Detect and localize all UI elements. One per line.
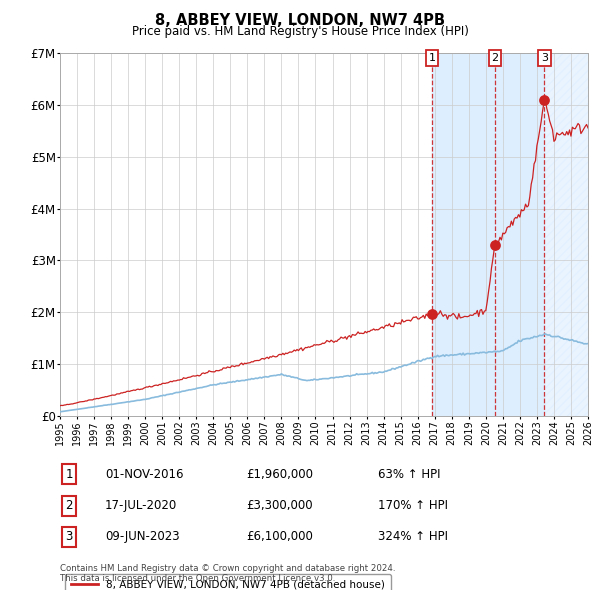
- Text: 1: 1: [65, 468, 73, 481]
- Text: 2: 2: [491, 53, 499, 63]
- Text: 8, ABBEY VIEW, LONDON, NW7 4PB: 8, ABBEY VIEW, LONDON, NW7 4PB: [155, 13, 445, 28]
- Point: [427, 310, 437, 319]
- Text: 1: 1: [428, 53, 436, 63]
- Legend: 8, ABBEY VIEW, LONDON, NW7 4PB (detached house), HPI: Average price, detached ho: 8, ABBEY VIEW, LONDON, NW7 4PB (detached…: [65, 573, 391, 590]
- Bar: [432, 53, 544, 416]
- Point: [539, 95, 549, 104]
- Text: 170% ↑ HPI: 170% ↑ HPI: [378, 499, 448, 512]
- Text: Contains HM Land Registry data © Crown copyright and database right 2024.
This d: Contains HM Land Registry data © Crown c…: [60, 563, 395, 583]
- Text: £3,300,000: £3,300,000: [246, 499, 313, 512]
- Text: 09-JUN-2023: 09-JUN-2023: [105, 530, 179, 543]
- Text: 3: 3: [541, 53, 548, 63]
- Text: 01-NOV-2016: 01-NOV-2016: [105, 468, 184, 481]
- Text: Price paid vs. HM Land Registry's House Price Index (HPI): Price paid vs. HM Land Registry's House …: [131, 25, 469, 38]
- Text: 17-JUL-2020: 17-JUL-2020: [105, 499, 177, 512]
- Text: £6,100,000: £6,100,000: [246, 530, 313, 543]
- Text: 2: 2: [65, 499, 73, 512]
- Point: [490, 240, 500, 250]
- Bar: [544, 53, 588, 416]
- Text: 63% ↑ HPI: 63% ↑ HPI: [378, 468, 440, 481]
- Text: 3: 3: [65, 530, 73, 543]
- Text: £1,960,000: £1,960,000: [246, 468, 313, 481]
- Text: 324% ↑ HPI: 324% ↑ HPI: [378, 530, 448, 543]
